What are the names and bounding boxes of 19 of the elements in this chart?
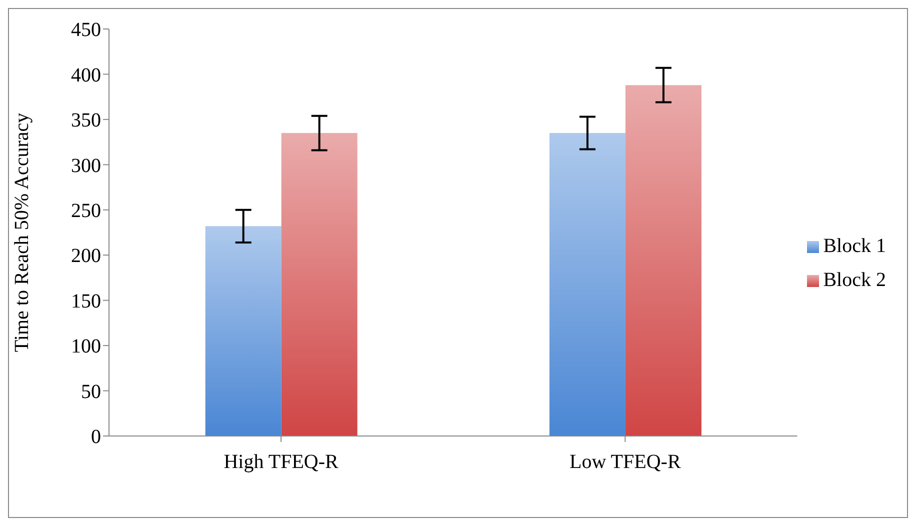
bar xyxy=(625,85,702,436)
legend-label: Block 2 xyxy=(823,268,886,290)
y-tick-label: 50 xyxy=(81,380,101,403)
bar xyxy=(549,133,626,436)
y-tick-label: 100 xyxy=(71,336,101,358)
y-tick-label: 0 xyxy=(91,426,101,448)
y-tick-label: 350 xyxy=(71,110,101,132)
y-tick-label: 200 xyxy=(71,245,101,268)
y-tick-label: 450 xyxy=(71,19,101,42)
x-tick-label: Low TFEQ-R xyxy=(570,451,682,474)
y-tick-label: 250 xyxy=(71,200,101,222)
y-axis-title: Time to Reach 50% Accuracy xyxy=(11,112,34,352)
y-tick-label: 400 xyxy=(71,64,101,86)
bar xyxy=(205,226,282,436)
y-tick-label: 300 xyxy=(71,154,101,177)
bar xyxy=(281,133,358,436)
legend-label: Block 1 xyxy=(823,234,886,256)
y-tick-label: 150 xyxy=(71,290,101,312)
x-tick-label: High TFEQ-R xyxy=(224,451,340,474)
